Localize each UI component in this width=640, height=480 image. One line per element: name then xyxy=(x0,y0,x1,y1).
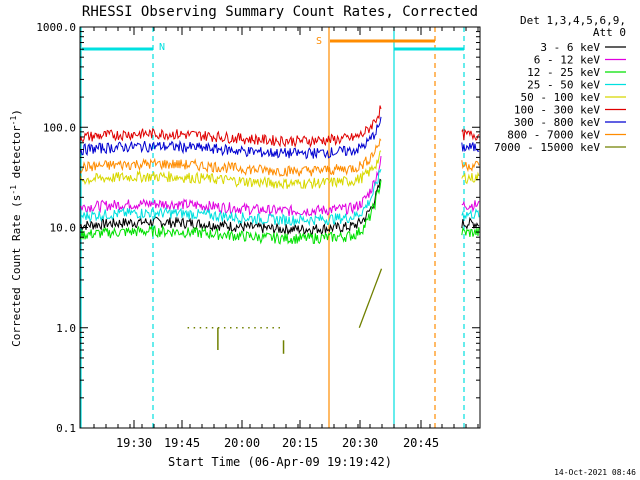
legend-label: 800 - 7000 keV xyxy=(507,129,600,142)
series-line xyxy=(461,200,480,213)
x-tick-label: 20:45 xyxy=(403,436,439,450)
footer-date: 14-Oct-2021 08:46 xyxy=(554,468,636,477)
y-axis-label-sup2: -1 xyxy=(9,116,18,126)
axes: 1000.0 100.0 10.0 1.0 0.1 19:30 19:45 20:00 20:1… xyxy=(36,21,481,450)
y-tick-label: 1.0 xyxy=(56,322,76,335)
series-line xyxy=(79,168,382,227)
series-line xyxy=(461,142,480,153)
saa-label: S xyxy=(316,36,322,47)
series-line xyxy=(79,116,382,160)
y-tick-label: 100.0 xyxy=(43,121,76,134)
legend-label: 300 - 800 keV xyxy=(514,116,600,129)
night-label: N xyxy=(159,42,165,53)
y-axis-label-sup1: -1 xyxy=(9,185,18,195)
plot-area: NS xyxy=(79,27,480,428)
series-line xyxy=(79,156,382,218)
legend-label: 25 - 50 keV xyxy=(527,79,600,92)
y-tick-label: 1000.0 xyxy=(36,21,76,34)
series-line xyxy=(79,105,382,148)
series-line xyxy=(79,137,382,178)
x-axis-label: Start Time (06-Apr-09 19:19:42) xyxy=(168,455,392,469)
y-tick-label: 10.0 xyxy=(50,222,77,235)
legend-label: 50 - 100 keV xyxy=(521,91,601,104)
series-line xyxy=(461,227,480,238)
legend-label: 7000 - 15000 keV xyxy=(494,141,600,154)
legend-label: 3 - 6 keV xyxy=(540,41,600,54)
y-axis-label-end: ) xyxy=(10,109,23,116)
x-tick-label: 20:30 xyxy=(342,436,378,450)
legend-label: 6 - 12 keV xyxy=(534,54,601,67)
y-tick-label: 0.1 xyxy=(56,422,76,435)
x-tick-label: 19:30 xyxy=(116,436,152,450)
series-line xyxy=(461,160,480,173)
x-tick-label: 20:15 xyxy=(282,436,318,450)
series-line xyxy=(461,208,480,220)
series-line xyxy=(461,171,480,185)
series-line xyxy=(79,180,382,245)
series-line xyxy=(79,178,382,235)
x-tick-label: 20:00 xyxy=(224,436,260,450)
y-axis-label: Corrected Count Rate (s-1 detector-1) xyxy=(9,109,24,347)
series-line xyxy=(461,216,480,230)
series-line xyxy=(79,150,382,190)
y-axis-label-main: Corrected Count Rate (s xyxy=(10,195,23,347)
legend-label: 12 - 25 keV xyxy=(527,66,600,79)
legend-label: 100 - 300 keV xyxy=(514,104,600,117)
series-line xyxy=(461,128,480,141)
legend-header-line2: Att 0 xyxy=(593,26,626,39)
chart-title: RHESSI Observing Summary Count Rates, Co… xyxy=(82,4,478,20)
y-axis-label-mid: detector xyxy=(10,125,23,185)
x-tick-label: 19:45 xyxy=(164,436,200,450)
series-line xyxy=(358,268,383,328)
legend-header-line1: Det 1,3,4,5,6,9, xyxy=(520,14,626,27)
